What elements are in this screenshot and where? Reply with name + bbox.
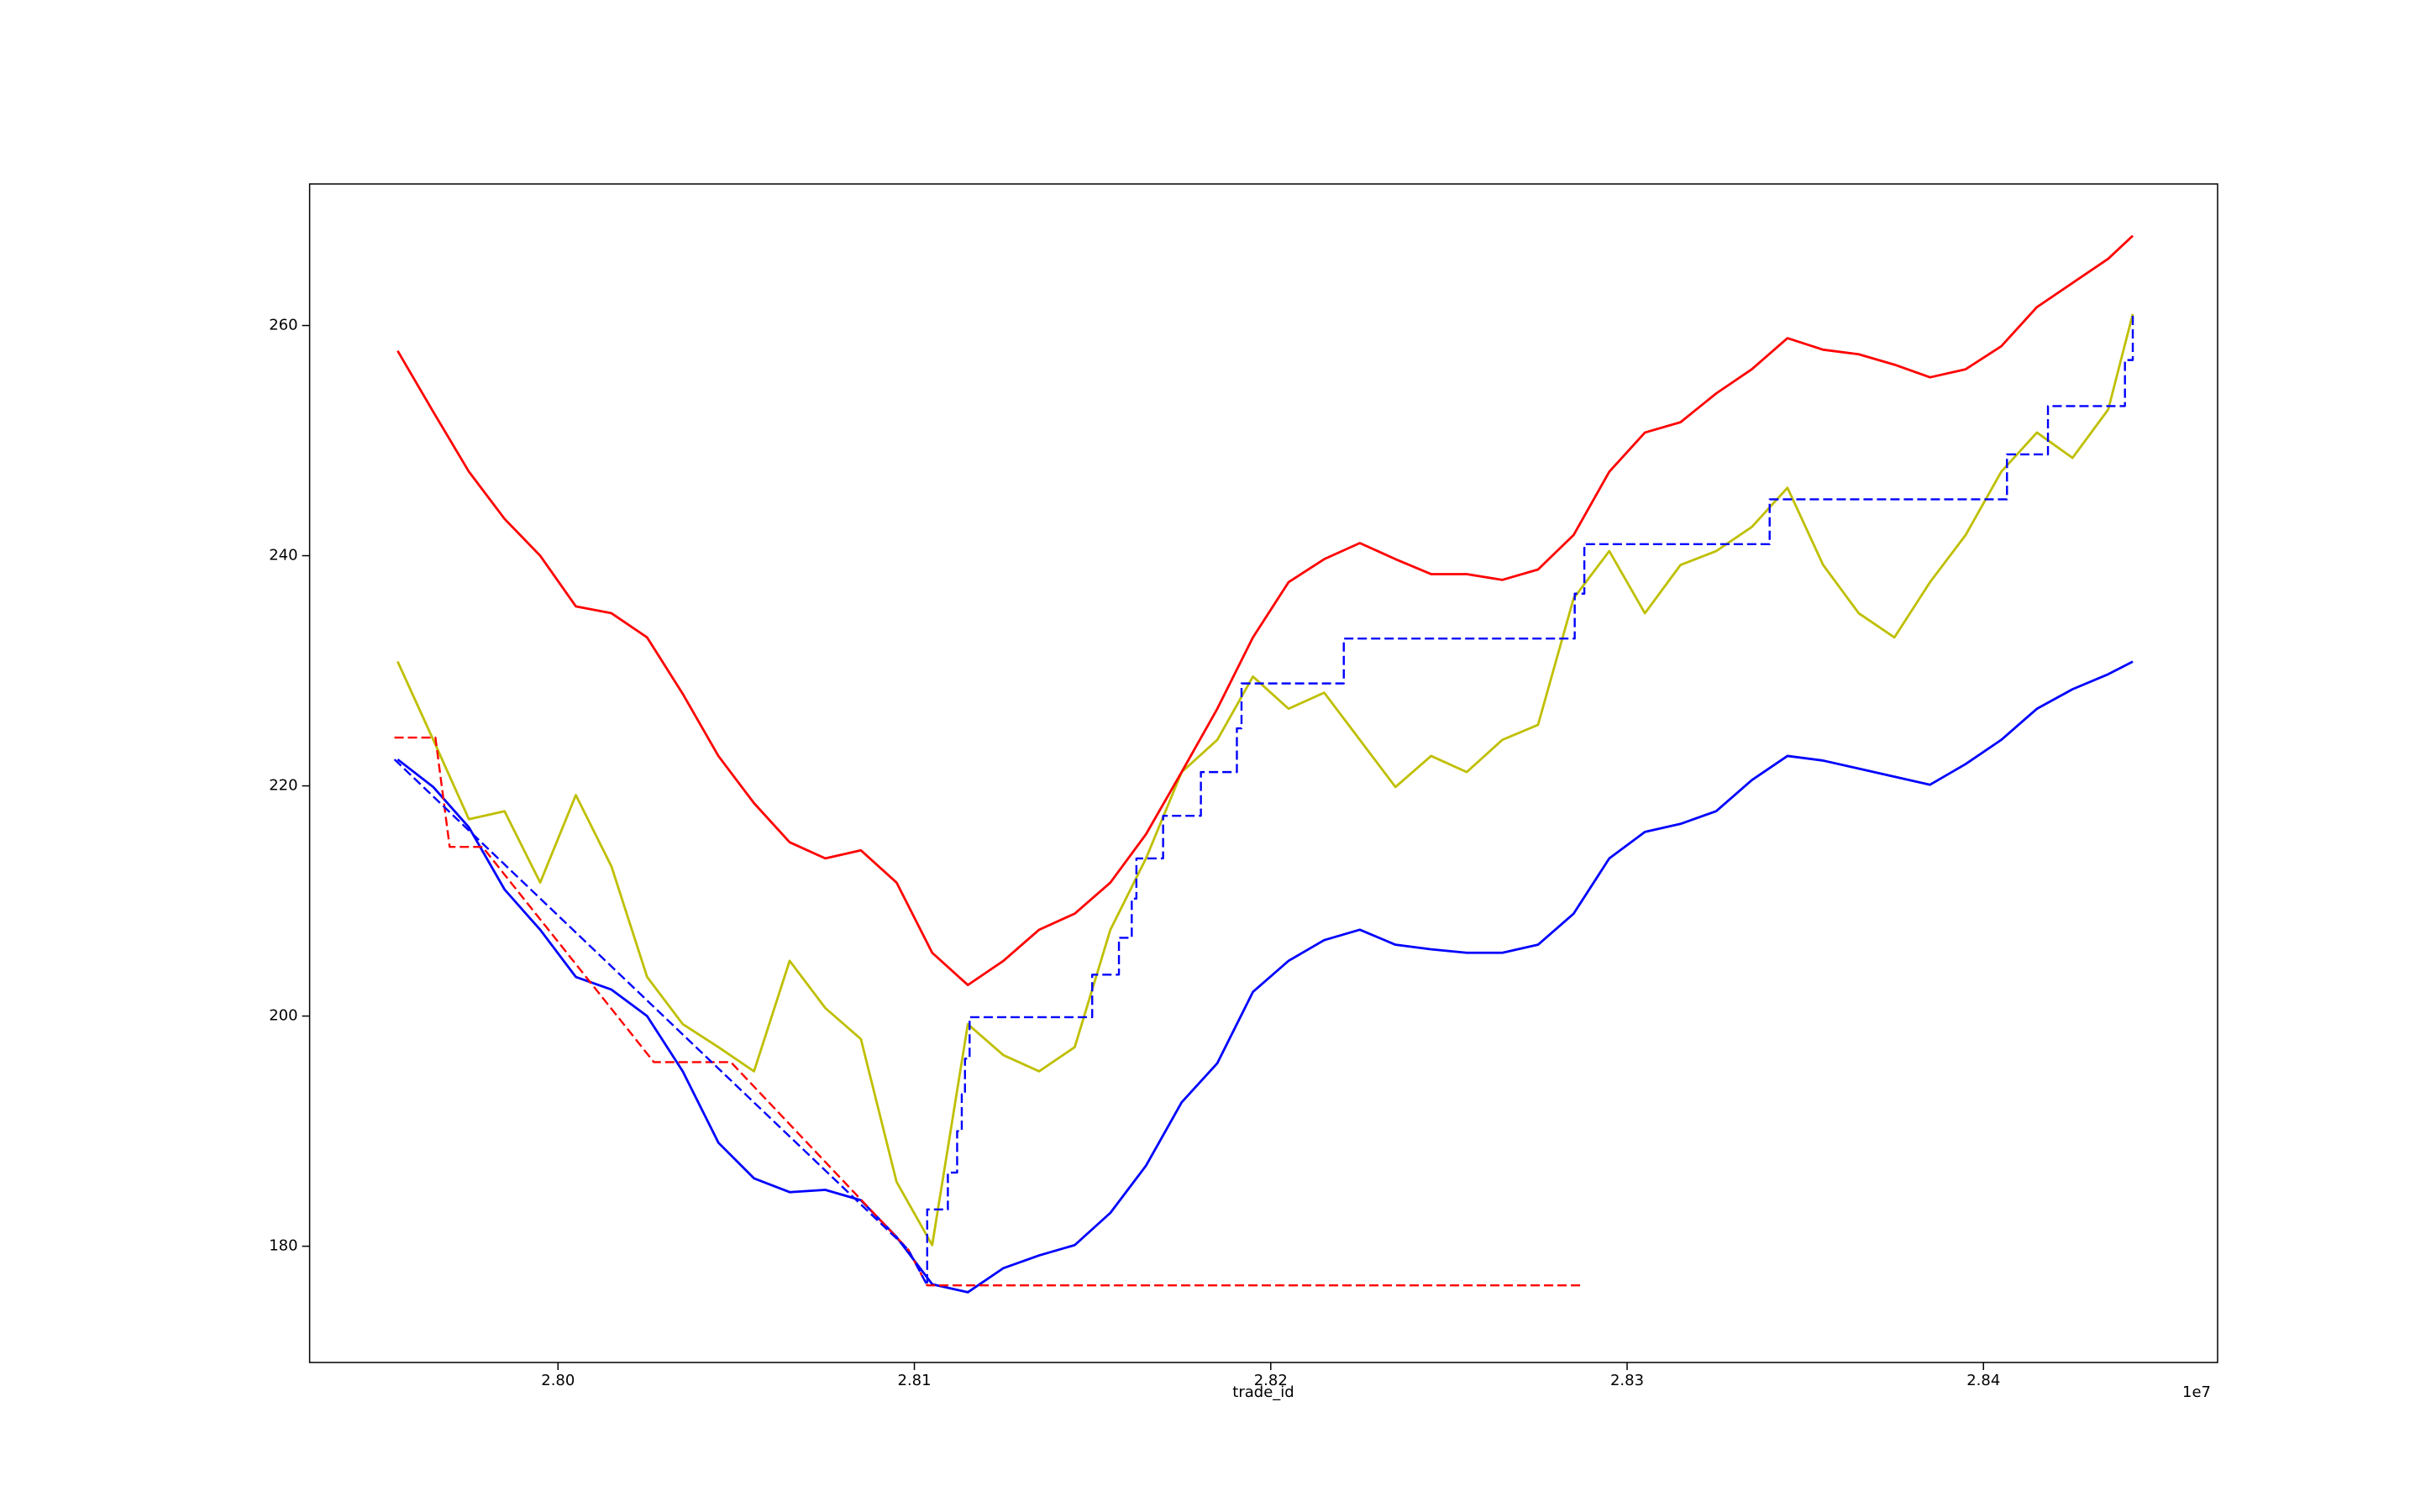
series-line — [396, 234, 2134, 986]
x-offset-label: 1e7 — [2182, 1383, 2211, 1401]
axes-frame — [308, 183, 2218, 1363]
x-tick-label: 2.81 — [898, 1372, 932, 1389]
y-tick-label: 180 — [269, 1237, 297, 1255]
x-tick-label: 2.80 — [541, 1372, 575, 1389]
series-line — [396, 313, 2134, 1247]
series-line — [396, 660, 2134, 1294]
x-tick-label: 2.82 — [1254, 1372, 1288, 1389]
x-tick-label: 2.83 — [1610, 1372, 1644, 1389]
dashed-line — [394, 736, 1583, 1287]
y-tick-label: 200 — [269, 1007, 297, 1025]
x-axis-label: trade_id — [1232, 1383, 1294, 1401]
y-tick-label: 240 — [269, 547, 297, 564]
y-tick-label: 260 — [269, 317, 297, 334]
x-tick-label: 2.84 — [1966, 1372, 2000, 1389]
y-tick-label: 220 — [269, 777, 297, 795]
